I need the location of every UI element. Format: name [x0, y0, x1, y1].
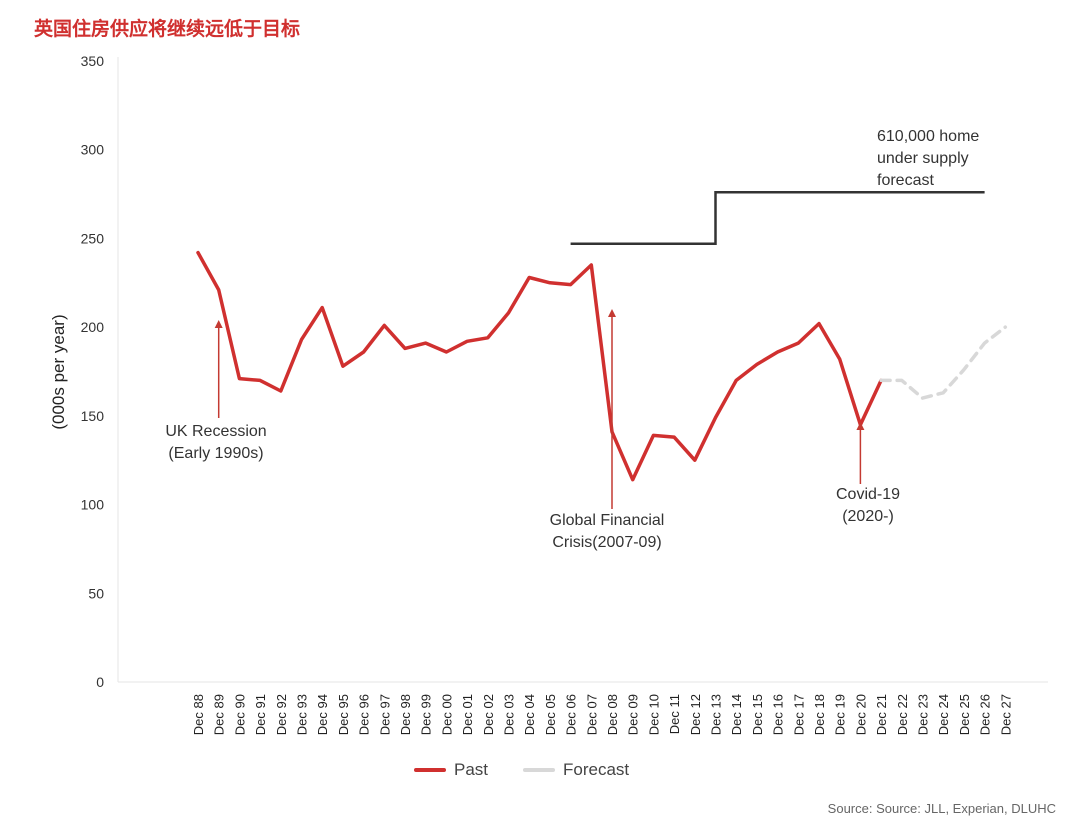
x-tick-label: Dec 97 [377, 694, 392, 735]
x-tick-label: Dec 07 [584, 694, 599, 735]
legend-label-forecast: Forecast [563, 760, 630, 779]
annotation-text: forecast [877, 172, 934, 189]
x-tick-label: Dec 09 [626, 694, 641, 735]
y-tick-label: 300 [81, 142, 105, 158]
x-tick-label: Dec 15 [750, 694, 765, 735]
x-tick-label: Dec 25 [957, 694, 972, 735]
x-tick-label: Dec 00 [439, 694, 454, 735]
annotation-text: 610,000 home [877, 128, 979, 145]
x-tick-label: Dec 95 [336, 694, 351, 735]
series-line-past [196, 250, 883, 482]
x-tick-label: Dec 92 [274, 694, 289, 735]
x-tick-label: Dec 24 [936, 694, 951, 735]
x-tick-label: Dec 99 [419, 694, 434, 735]
x-tick-label: Dec 90 [232, 694, 247, 735]
x-tick-label: Dec 11 [667, 694, 682, 734]
chart-title: 英国住房供应将继续远低于目标 [34, 18, 301, 40]
x-tick-label: Dec 22 [895, 694, 910, 735]
x-tick-label: Dec 10 [646, 694, 661, 735]
annotation-text: Crisis(2007-09) [552, 534, 661, 551]
x-tick-label: Dec 19 [833, 694, 848, 735]
y-tick-label: 50 [88, 585, 104, 601]
x-tick-label: Dec 01 [460, 694, 475, 735]
y-tick-label: 250 [81, 230, 105, 246]
legend-swatch-forecast [523, 768, 555, 772]
x-tick-label: Dec 26 [978, 694, 993, 735]
x-tick-label: Dec 08 [605, 694, 620, 735]
y-tick-label: 200 [81, 319, 105, 335]
annotation-text: (2020-) [842, 508, 894, 525]
target-step-line [570, 191, 985, 246]
x-tick-label: Dec 91 [253, 694, 268, 735]
x-tick-label: Dec 17 [791, 694, 806, 735]
annotation-arrowhead [214, 320, 223, 328]
x-tick-label: Dec 89 [212, 694, 227, 735]
x-tick-label: Dec 27 [998, 694, 1013, 735]
annotation-text: (Early 1990s) [168, 445, 263, 462]
series-group [196, 250, 1008, 482]
y-tick-label: 100 [81, 497, 105, 513]
annotation-arrowhead [856, 422, 865, 430]
annotation-text: under supply [877, 150, 969, 167]
target-line [570, 191, 985, 246]
x-tick-label: Dec 05 [543, 694, 558, 735]
y-tick-label: 150 [81, 408, 105, 424]
line-chart: 0 50 100 150 200 250 300 350 (000s per year) Dec… [49, 53, 1048, 735]
x-tick-label: Dec 98 [398, 694, 413, 735]
annotation-text: Global Financial [550, 512, 665, 529]
x-tick-label: Dec 03 [502, 694, 517, 735]
source-note: Source: Source: JLL, Experian, DLUHC [827, 801, 1056, 816]
x-tick-label: Dec 02 [481, 694, 496, 735]
annotation-arrowhead [608, 309, 616, 317]
annotation-text: UK Recession [165, 423, 266, 440]
x-tick-label: Dec 96 [357, 694, 372, 735]
x-axis: Dec 88 Dec 89 Dec 90 Dec 91 Dec 92 Dec 93 Dec … [118, 681, 1048, 735]
x-tick-label: Dec 18 [812, 694, 827, 735]
legend-item-past: Past [414, 760, 488, 780]
x-tick-label: Dec 12 [688, 694, 703, 735]
annotation-text: Covid-19 [836, 486, 900, 503]
x-tick-label: Dec 13 [709, 694, 724, 735]
x-tick-label: Dec 20 [853, 694, 868, 735]
x-tick-label: Dec 04 [522, 694, 537, 735]
x-tick-label: Dec 06 [564, 694, 579, 735]
annotations: UK Recession (Early 1990s) Global Financia… [165, 128, 979, 551]
x-tick-label: Dec 88 [191, 694, 206, 735]
x-tick-label: Dec 14 [729, 694, 744, 735]
x-tick-label: Dec 21 [874, 694, 889, 735]
legend-swatch-past [414, 768, 446, 772]
series-line-forecast [879, 325, 1008, 400]
legend-item-forecast: Forecast [523, 760, 629, 780]
x-tick-label: Dec 23 [916, 694, 931, 735]
y-axis: 0 50 100 150 200 250 300 350 (000s per year) [49, 53, 119, 690]
y-axis-label: (000s per year) [49, 314, 68, 429]
x-tick-label: Dec 93 [295, 694, 310, 735]
y-tick-label: 350 [81, 53, 105, 69]
x-tick-label: Dec 94 [315, 694, 330, 735]
x-tick-label: Dec 16 [771, 694, 786, 735]
y-tick-label: 0 [96, 674, 104, 690]
legend-label-past: Past [454, 760, 489, 779]
